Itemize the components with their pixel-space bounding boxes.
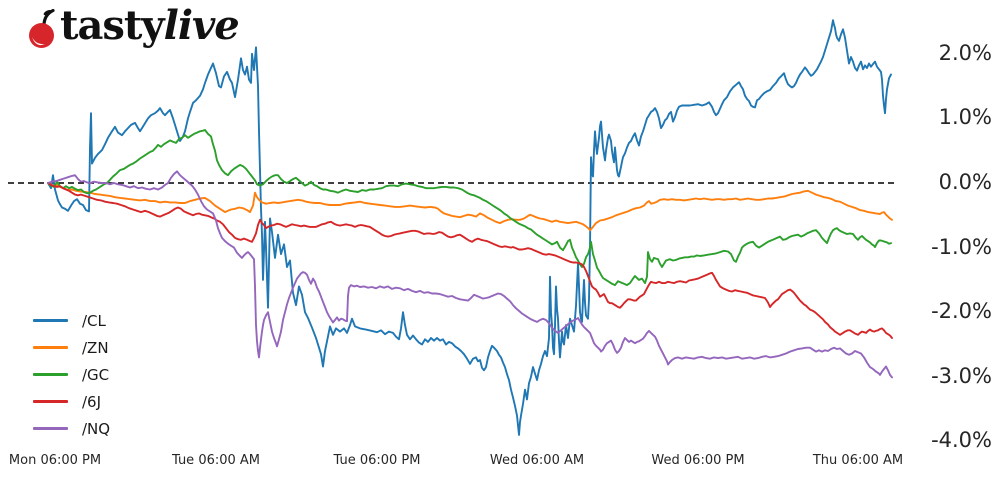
legend-item-6j: /6J: [33, 388, 110, 415]
x-tick-label: Wed 06:00 PM: [651, 453, 745, 468]
legend-swatch-zn: [33, 346, 68, 349]
series-line-gc: [47, 129, 892, 287]
series-line-6j: [47, 182, 893, 339]
brand-text: tastylive: [60, 2, 240, 49]
legend-label-cl: /CL: [82, 311, 106, 330]
y-tick-label: 0.0%: [938, 170, 992, 194]
brand-logo: tastylive: [14, 2, 240, 56]
legend-label-zn: /ZN: [82, 338, 109, 357]
y-tick-label: 1.0%: [938, 105, 992, 130]
legend-swatch-6j: [33, 400, 68, 403]
brand-text-tasty: tasty: [60, 2, 165, 49]
series-line-nq: [47, 170, 893, 379]
series-line-cl: [47, 19, 892, 436]
legend-item-cl: /CL: [33, 307, 110, 334]
legend-label-nq: /NQ: [82, 419, 111, 438]
x-tick-label: Thu 06:00 AM: [812, 453, 904, 468]
legend-label-6j: /6J: [82, 392, 102, 411]
y-tick-label: -1.0%: [931, 234, 992, 259]
legend-swatch-cl: [33, 319, 68, 322]
legend-swatch-nq: [33, 427, 68, 430]
legend-swatch-gc: [33, 373, 68, 376]
legend-label-gc: /GC: [82, 365, 110, 384]
series-line-zn: [47, 182, 893, 232]
cherry-icon: [14, 4, 56, 56]
legend: /CL /ZN /GC /6J /NQ: [33, 307, 110, 442]
y-tick-label: -4.0%: [931, 428, 992, 453]
legend-item-gc: /GC: [33, 361, 110, 388]
x-tick-label: Tue 06:00 AM: [171, 453, 261, 468]
x-tick-label: Wed 06:00 AM: [489, 453, 585, 468]
legend-item-zn: /ZN: [33, 334, 110, 361]
y-tick-label: 2.0%: [938, 40, 992, 65]
y-tick-label: -2.0%: [931, 299, 992, 324]
legend-item-nq: /NQ: [33, 415, 110, 442]
x-tick-label: Tue 06:00 PM: [333, 453, 421, 468]
x-tick-label: Mon 06:00 PM: [8, 453, 102, 468]
y-tick-label: -3.0%: [931, 363, 992, 388]
cherry-highlight: [32, 37, 45, 46]
brand-text-live: live: [163, 2, 240, 49]
